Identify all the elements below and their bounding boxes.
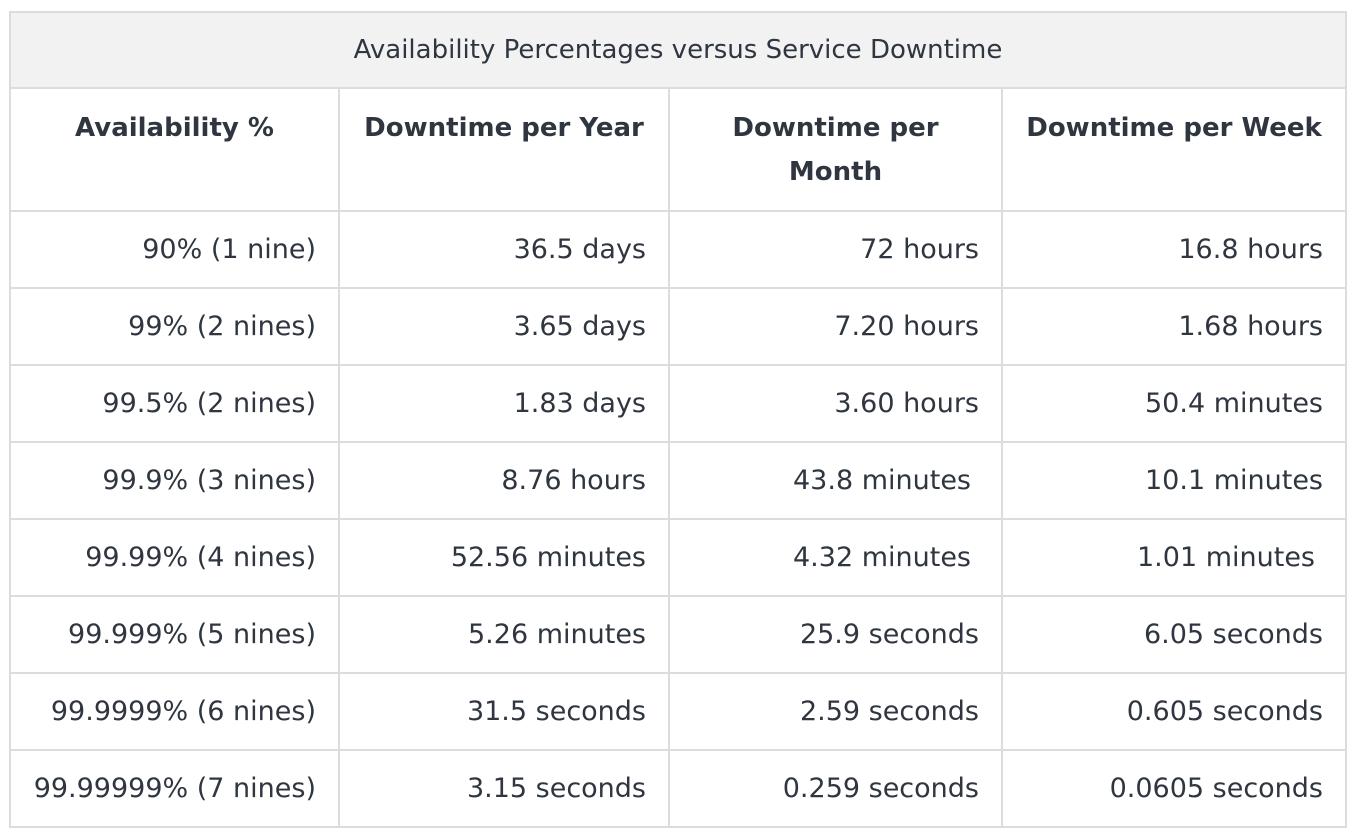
cell-downtime-week: 0.605 seconds (1001, 672, 1347, 751)
cell-downtime-year: 36.5 days (338, 210, 670, 289)
cell-downtime-month: 0.259 seconds (668, 749, 1003, 828)
header-availability: Availability % (9, 87, 340, 212)
cell-availability: 99.999% (5 nines) (9, 595, 340, 674)
cell-downtime-week: 16.8 hours (1001, 210, 1347, 289)
table-row: 99.5% (2 nines) 1.83 days 3.60 hours 50.… (9, 364, 1347, 443)
cell-downtime-month: 2.59 seconds (668, 672, 1003, 751)
header-downtime-year: Downtime per Year (338, 87, 670, 212)
table-row: 99% (2 nines) 3.65 days 7.20 hours 1.68 … (9, 287, 1347, 366)
cell-downtime-year: 31.5 seconds (338, 672, 670, 751)
cell-availability: 99% (2 nines) (9, 287, 340, 366)
cell-downtime-week: 0.0605 seconds (1001, 749, 1347, 828)
table-row: 90% (1 nine) 36.5 days 72 hours 16.8 hou… (9, 210, 1347, 289)
header-downtime-week: Downtime per Week (1001, 87, 1347, 212)
cell-availability: 99.9% (3 nines) (9, 441, 340, 520)
table-caption: Availability Percentages versus Service … (9, 11, 1347, 87)
cell-downtime-year: 1.83 days (338, 364, 670, 443)
cell-downtime-month: 3.60 hours (668, 364, 1003, 443)
cell-downtime-week: 10.1 minutes (1001, 441, 1347, 520)
table-row: 99.99999% (7 nines) 3.15 seconds 0.259 s… (9, 749, 1347, 828)
cell-availability: 99.99% (4 nines) (9, 518, 340, 597)
cell-downtime-month: 25.9 seconds (668, 595, 1003, 674)
cell-downtime-year: 8.76 hours (338, 441, 670, 520)
cell-downtime-month: 7.20 hours (668, 287, 1003, 366)
cell-downtime-week: 50.4 minutes (1001, 364, 1347, 443)
cell-downtime-year: 52.56 minutes (338, 518, 670, 597)
cell-downtime-month: 4.32 minutes (668, 518, 1003, 597)
table-row: 99.9999% (6 nines) 31.5 seconds 2.59 sec… (9, 672, 1347, 751)
availability-table-container: Availability Percentages versus Service … (9, 11, 1347, 828)
table-row: 99.999% (5 nines) 5.26 minutes 25.9 seco… (9, 595, 1347, 674)
cell-downtime-month: 43.8 minutes (668, 441, 1003, 520)
cell-downtime-week: 6.05 seconds (1001, 595, 1347, 674)
header-row: Availability % Downtime per Year Downtim… (9, 87, 1347, 212)
table-row: 99.99% (4 nines) 52.56 minutes 4.32 minu… (9, 518, 1347, 597)
cell-downtime-week: 1.68 hours (1001, 287, 1347, 366)
cell-availability: 90% (1 nine) (9, 210, 340, 289)
cell-availability: 99.9999% (6 nines) (9, 672, 340, 751)
availability-table: Availability Percentages versus Service … (9, 11, 1347, 828)
cell-downtime-year: 3.65 days (338, 287, 670, 366)
cell-downtime-month: 72 hours (668, 210, 1003, 289)
cell-availability: 99.5% (2 nines) (9, 364, 340, 443)
cell-downtime-week: 1.01 minutes (1001, 518, 1347, 597)
table-row: 99.9% (3 nines) 8.76 hours 43.8 minutes … (9, 441, 1347, 520)
cell-downtime-year: 5.26 minutes (338, 595, 670, 674)
cell-downtime-year: 3.15 seconds (338, 749, 670, 828)
cell-availability: 99.99999% (7 nines) (9, 749, 340, 828)
header-downtime-month: Downtime per Month (668, 87, 1003, 212)
